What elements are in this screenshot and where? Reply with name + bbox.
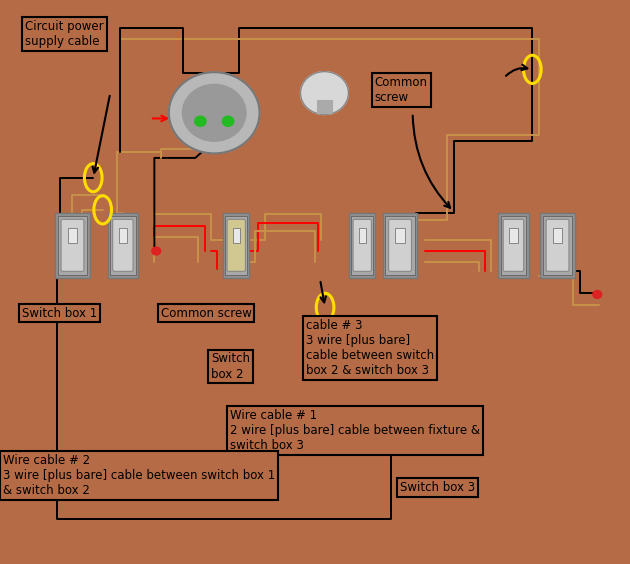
Text: Switch box 1: Switch box 1 <box>22 306 97 320</box>
FancyBboxPatch shape <box>227 219 246 271</box>
Bar <box>118 228 127 243</box>
FancyBboxPatch shape <box>546 219 569 271</box>
Bar <box>383 213 418 278</box>
Text: Wire cable # 1
2 wire [plus bare] cable between fixture &
switch box 3: Wire cable # 1 2 wire [plus bare] cable … <box>230 409 480 452</box>
Circle shape <box>301 72 348 114</box>
Bar <box>317 100 332 113</box>
Circle shape <box>195 116 206 126</box>
Circle shape <box>169 72 260 153</box>
Bar <box>501 216 526 275</box>
Bar <box>386 216 415 275</box>
Circle shape <box>222 116 234 126</box>
Bar <box>498 213 529 278</box>
Text: Circuit power
supply cable: Circuit power supply cable <box>25 20 104 48</box>
FancyBboxPatch shape <box>113 219 133 271</box>
Bar <box>110 216 135 275</box>
Bar <box>232 228 240 243</box>
Bar <box>541 213 575 278</box>
Bar <box>349 213 375 278</box>
Bar <box>395 228 405 243</box>
Text: Wire cable # 2
3 wire [plus bare] cable between switch box 1
& switch box 2: Wire cable # 2 3 wire [plus bare] cable … <box>3 454 275 497</box>
Bar <box>55 213 90 278</box>
FancyBboxPatch shape <box>61 219 84 271</box>
Text: Common
screw: Common screw <box>375 76 428 104</box>
Bar <box>67 228 77 243</box>
Bar <box>108 213 138 278</box>
Bar <box>351 216 374 275</box>
FancyBboxPatch shape <box>353 219 372 271</box>
Bar <box>358 228 366 243</box>
Circle shape <box>593 290 602 298</box>
Text: Switch box 3: Switch box 3 <box>400 481 475 495</box>
Circle shape <box>152 247 161 255</box>
Bar <box>543 216 572 275</box>
Circle shape <box>183 85 246 141</box>
Bar <box>58 216 87 275</box>
FancyBboxPatch shape <box>503 219 524 271</box>
FancyBboxPatch shape <box>389 219 411 271</box>
Bar <box>223 213 249 278</box>
Bar <box>553 228 563 243</box>
Text: Common screw: Common screw <box>161 306 251 320</box>
Text: cable # 3
3 wire [plus bare]
cable between switch
box 2 & switch box 3: cable # 3 3 wire [plus bare] cable betwe… <box>306 319 433 377</box>
Bar <box>509 228 518 243</box>
Text: Switch
box 2: Switch box 2 <box>211 352 250 381</box>
Bar <box>225 216 248 275</box>
